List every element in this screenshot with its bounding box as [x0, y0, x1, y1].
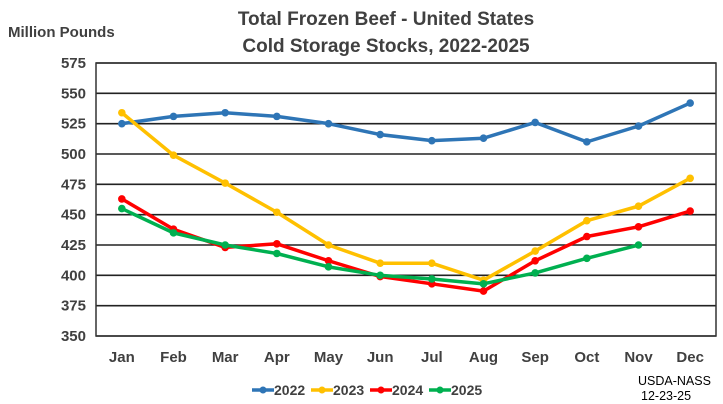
data-point-2022 [169, 112, 178, 121]
chart-title-line-1: Total Frozen Beef - United States [238, 9, 534, 30]
y-tick-label: 450 [61, 207, 86, 224]
legend-label: 2023 [333, 382, 364, 398]
legend-swatch-marker [259, 386, 267, 394]
data-point-2025 [273, 249, 281, 258]
x-tick-label: May [314, 349, 344, 366]
data-point-2024 [583, 232, 591, 241]
data-point-2024 [531, 256, 539, 265]
x-tick-label: Apr [264, 349, 290, 366]
y-tick-label: 375 [61, 298, 86, 315]
data-point-2025 [324, 263, 333, 271]
y-tick-label: 350 [61, 328, 86, 345]
x-tick-label: Aug [469, 349, 498, 366]
x-tick-label: Jan [109, 349, 135, 366]
x-tick-label: Dec [676, 349, 704, 366]
data-point-2022 [273, 112, 281, 121]
data-point-2022 [583, 138, 591, 146]
data-point-2022 [479, 134, 488, 143]
data-point-2023 [634, 202, 643, 210]
x-tick-label: Feb [160, 349, 187, 366]
y-tick-label: 475 [61, 176, 86, 193]
data-point-2023 [583, 216, 591, 225]
data-point-2022 [118, 119, 126, 128]
data-point-2025 [531, 269, 539, 277]
data-point-2023 [428, 259, 436, 268]
legend-item-2022: 2022 [252, 382, 305, 398]
source-date: 12-23-25 [641, 389, 691, 403]
data-point-2025 [169, 229, 178, 237]
x-tick-label: Sep [521, 349, 549, 366]
y-tick-label: 500 [61, 146, 86, 163]
data-point-2024 [686, 207, 694, 215]
data-point-2022 [634, 122, 643, 130]
y-tick-label: 575 [61, 55, 86, 72]
data-point-2024 [324, 256, 333, 265]
legend-label: 2022 [274, 382, 305, 398]
chart-title-line-2: Cold Storage Stocks, 2022-2025 [242, 36, 530, 57]
data-point-2025 [118, 204, 126, 213]
data-point-2023 [376, 259, 384, 268]
x-tick-label: Jun [367, 349, 394, 366]
gridlines [96, 62, 716, 337]
series-group [118, 99, 694, 295]
data-point-2025 [479, 280, 488, 288]
series-line-2022 [121, 101, 691, 144]
y-axis-label: Million Pounds [8, 24, 115, 41]
y-tick-labels: 350 375 400 425 450 475 500 525 550 575 [61, 55, 86, 345]
legend-item-2023: 2023 [311, 382, 364, 398]
legend-swatch-marker [377, 386, 385, 394]
data-point-2025 [428, 275, 436, 283]
data-point-2022 [324, 119, 333, 128]
data-point-2023 [118, 108, 126, 117]
data-point-2023 [686, 174, 694, 183]
data-point-2022 [376, 130, 384, 139]
legend: 2022 2023 2024 2025 [252, 382, 482, 398]
y-tick-label: 425 [61, 237, 86, 254]
series-2022 [118, 99, 694, 146]
data-point-2024 [634, 223, 643, 231]
source-note: USDA-NASS [638, 374, 711, 388]
x-tick-label: Oct [574, 349, 599, 366]
data-point-2023 [221, 179, 229, 187]
data-point-2022 [221, 108, 229, 117]
series-2025 [118, 204, 643, 288]
data-point-2023 [273, 208, 281, 217]
y-tick-label: 400 [61, 267, 86, 284]
data-point-2024 [479, 287, 488, 295]
legend-label: 2025 [451, 382, 482, 398]
data-point-2025 [634, 241, 643, 249]
data-point-2022 [428, 136, 436, 145]
data-point-2025 [376, 271, 384, 280]
x-tick-labels: Jan Feb Mar Apr May Jun Jul Aug Sep Oct Nov Dec [109, 349, 704, 366]
data-point-2022 [531, 118, 539, 127]
y-tick-label: 550 [61, 85, 86, 102]
data-point-2025 [583, 254, 591, 263]
legend-swatch-marker [318, 386, 326, 394]
data-point-2023 [169, 151, 178, 160]
x-tick-label: Jul [421, 349, 443, 366]
data-point-2024 [273, 239, 281, 248]
legend-item-2025: 2025 [429, 382, 482, 398]
data-point-2024 [118, 195, 126, 203]
data-point-2022 [686, 99, 694, 107]
data-point-2023 [324, 241, 333, 249]
legend-swatch-marker [436, 386, 444, 394]
series-line-2023 [120, 111, 691, 282]
x-tick-label: Mar [212, 349, 239, 366]
legend-label: 2024 [392, 382, 423, 398]
y-tick-label: 525 [61, 116, 86, 133]
data-point-2025 [221, 241, 229, 249]
plot-area-border [95, 62, 717, 337]
x-tick-label: Nov [624, 349, 653, 366]
legend-item-2024: 2024 [370, 382, 423, 398]
data-point-2023 [531, 247, 539, 255]
